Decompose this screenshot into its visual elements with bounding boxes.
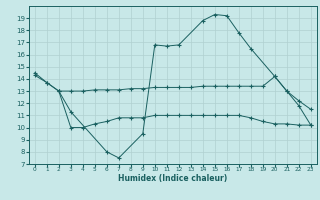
X-axis label: Humidex (Indice chaleur): Humidex (Indice chaleur) [118, 174, 228, 183]
